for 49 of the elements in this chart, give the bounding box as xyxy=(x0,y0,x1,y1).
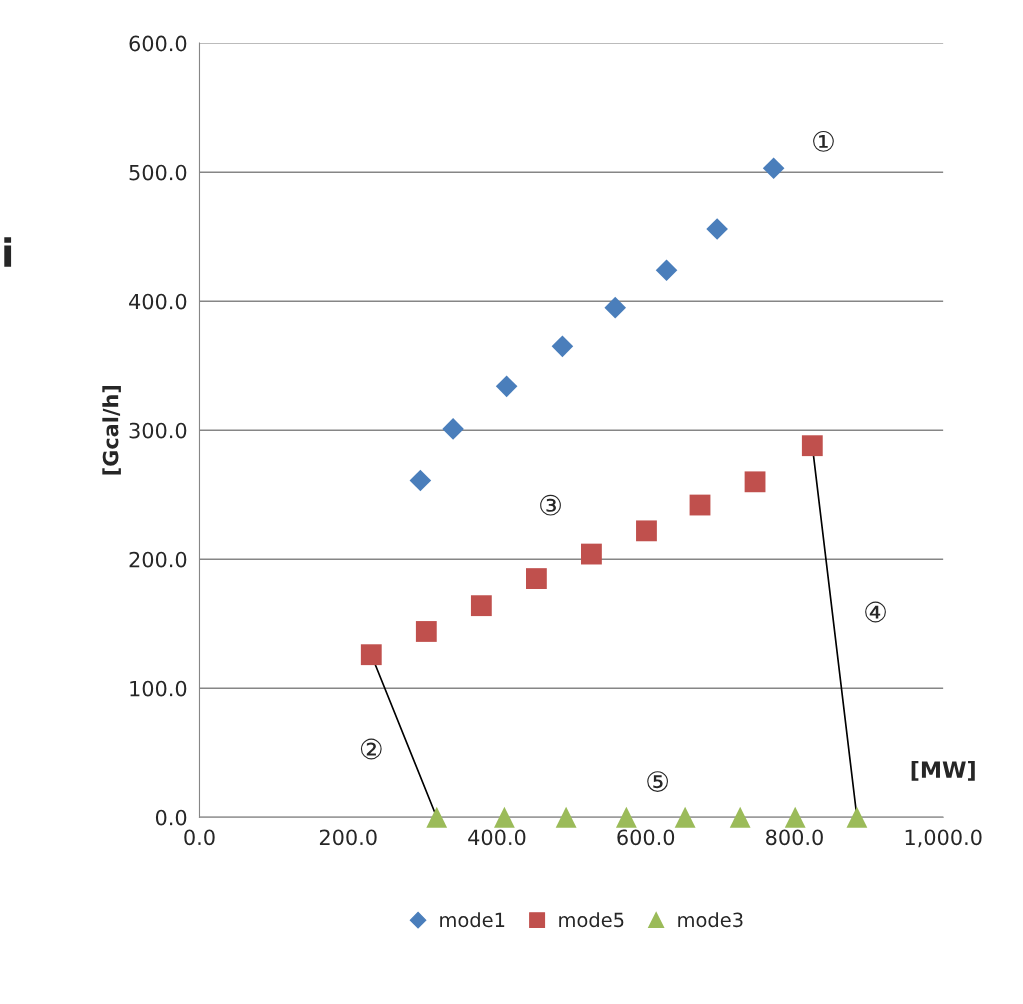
point xyxy=(426,806,448,828)
y-tick-label: 600.0 xyxy=(129,35,187,52)
point xyxy=(442,418,464,440)
annotation: ④ xyxy=(865,601,886,623)
point xyxy=(784,806,806,828)
y-tick-label: 0.0 xyxy=(155,809,187,826)
y-tick-label: 400.0 xyxy=(129,293,187,310)
point xyxy=(674,806,696,828)
legend-label: mode1 xyxy=(440,912,505,928)
x-tick-label: 200.0 xyxy=(319,829,377,846)
point xyxy=(360,644,382,666)
annotation: ① xyxy=(813,130,834,152)
x-tick-label: 800.0 xyxy=(766,829,823,846)
point xyxy=(636,520,657,542)
text: i xyxy=(4,237,12,267)
y-axis-title: [Gcal/h] xyxy=(102,385,121,475)
y-tick-label: 300.0 xyxy=(129,422,187,439)
point xyxy=(493,806,515,828)
point xyxy=(846,806,868,828)
point xyxy=(525,568,547,589)
point xyxy=(409,469,432,492)
point xyxy=(415,621,437,642)
annotation: ② xyxy=(360,738,382,760)
point xyxy=(744,471,766,493)
point xyxy=(495,375,518,398)
y-tick-label: 100.0 xyxy=(130,680,187,697)
x-tick-label: 1,000.0 xyxy=(905,829,982,848)
point xyxy=(581,543,602,565)
point xyxy=(604,296,627,319)
point xyxy=(689,494,711,516)
legend-label: mode5 xyxy=(559,912,624,928)
point xyxy=(555,806,577,828)
x-tick-label: 0.0 xyxy=(184,829,215,846)
x-tick-label: 400.0 xyxy=(468,829,526,846)
x-axis-title: [MW] xyxy=(911,760,975,781)
point xyxy=(470,595,492,617)
point xyxy=(551,335,574,358)
point xyxy=(801,435,823,457)
point xyxy=(655,259,678,282)
point xyxy=(615,806,637,828)
y-tick-label: 500.0 xyxy=(129,164,187,181)
annotation: ⑤ xyxy=(647,771,669,792)
annotation: ③ xyxy=(540,494,561,516)
y-tick-label: 200.0 xyxy=(129,551,187,568)
point xyxy=(729,806,751,828)
point xyxy=(706,218,728,240)
legend-label: mode3 xyxy=(678,912,743,928)
point xyxy=(762,157,785,180)
x-tick-label: 600.0 xyxy=(617,829,675,846)
